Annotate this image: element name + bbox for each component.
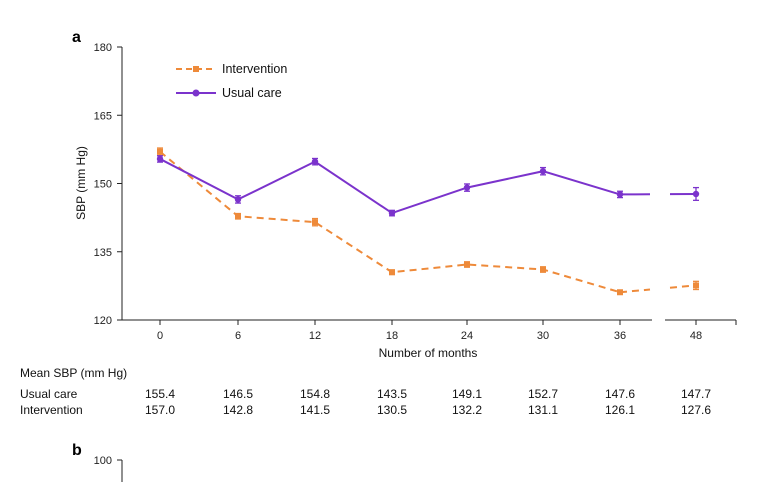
panel-b-ytick-label: 100 <box>94 455 112 467</box>
table-cell-intervention-12: 141.5 <box>300 403 330 417</box>
x-tick-label-0: 0 <box>157 330 163 342</box>
series-line-usual-care <box>159 158 621 215</box>
marker-intervention-48 <box>693 282 699 289</box>
series-lines <box>156 147 700 296</box>
series-line-continuation-intervention <box>619 288 651 294</box>
legend-label-usual-care: Usual care <box>222 86 282 100</box>
table-row-label-intervention: Intervention <box>20 403 83 417</box>
marker-intervention-6 <box>235 213 241 220</box>
table-cell-usual-care-48: 147.7 <box>681 387 711 401</box>
x-tick-label-36: 36 <box>614 330 626 342</box>
y-tick-label-150: 150 <box>94 179 112 191</box>
x-tick-label-24: 24 <box>461 330 473 342</box>
marker-usual-care-30 <box>539 168 547 175</box>
marker-usual-care-18 <box>388 209 396 217</box>
marker-intervention-0 <box>157 148 163 155</box>
series-line-48-stub-intervention <box>669 284 697 289</box>
table-cell-usual-care-30: 152.7 <box>528 387 558 401</box>
x-tick-label-6: 6 <box>235 330 241 342</box>
table-row-label-usual-care: Usual care <box>20 387 78 401</box>
legend-marker-intervention <box>193 66 199 72</box>
table-cell-intervention-6: 142.8 <box>223 403 253 417</box>
x-ticks: 0 6 12 18 24 30 36 48 <box>157 320 702 342</box>
table-cell-usual-care-12: 154.8 <box>300 387 330 401</box>
x-axis-title: Number of months <box>379 346 478 360</box>
y-axis-title: SBP (mm Hg) <box>74 146 88 220</box>
table-cell-intervention-24: 132.2 <box>452 403 482 417</box>
marker-intervention-18 <box>389 269 395 276</box>
marker-usual-care-12 <box>311 158 319 165</box>
marker-intervention-24 <box>464 261 470 268</box>
table-values: 155.4 146.5 154.8 143.5 149.1 152.7 147.6 147.7… <box>145 387 711 417</box>
marker-usual-care-48 <box>692 190 700 198</box>
marker-usual-care-6 <box>234 196 242 203</box>
table-cell-intervention-48: 127.6 <box>681 403 711 417</box>
legend-marker-usual-care <box>192 89 200 97</box>
table-cell-usual-care-24: 149.1 <box>452 387 482 401</box>
marker-usual-care-24 <box>463 184 471 191</box>
legend: Intervention Usual care <box>176 62 287 100</box>
table-cell-usual-care-0: 155.4 <box>145 387 175 401</box>
marker-usual-care-0 <box>156 155 164 163</box>
y-tick-label-135: 135 <box>94 247 112 259</box>
y-tick-label-120: 120 <box>94 315 112 327</box>
table-cell-usual-care-36: 147.6 <box>605 387 635 401</box>
table-header: Mean SBP (mm Hg) <box>20 366 127 380</box>
table-cell-intervention-0: 157.0 <box>145 403 175 417</box>
marker-intervention-12 <box>312 219 318 226</box>
table-cell-intervention-30: 131.1 <box>528 403 558 417</box>
table-cell-intervention-36: 126.1 <box>605 403 635 417</box>
y-tick-label-165: 165 <box>94 110 112 122</box>
x-tick-label-48: 48 <box>690 330 702 342</box>
y-ticks: 120 135 150 165 180 <box>94 42 122 327</box>
table-cell-usual-care-6: 146.5 <box>223 387 253 401</box>
x-tick-label-18: 18 <box>386 330 398 342</box>
panel-b-label: b <box>72 442 82 459</box>
marker-intervention-30 <box>540 266 546 273</box>
table-cell-intervention-18: 130.5 <box>377 403 407 417</box>
y-tick-label-180: 180 <box>94 42 112 54</box>
legend-label-intervention: Intervention <box>222 62 287 76</box>
marker-usual-care-36 <box>616 191 624 198</box>
x-tick-label-12: 12 <box>309 330 321 342</box>
marker-intervention-36 <box>617 289 623 296</box>
panel-a-label: a <box>72 29 81 46</box>
table-cell-usual-care-18: 143.5 <box>377 387 407 401</box>
x-tick-label-30: 30 <box>537 330 549 342</box>
